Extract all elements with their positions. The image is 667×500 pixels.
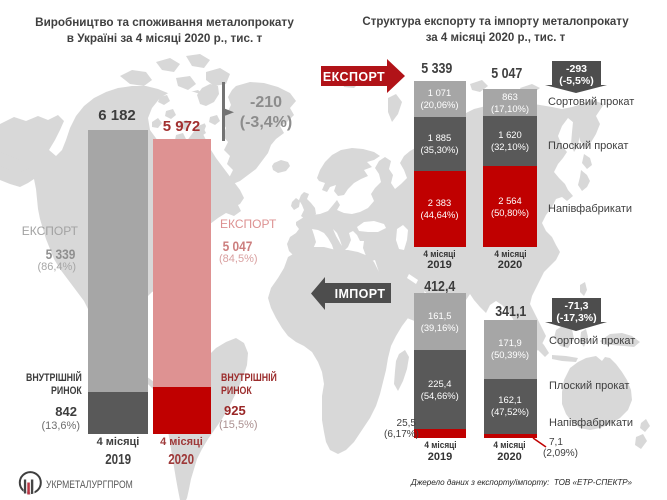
svg-text:-71,3: -71,3 [565,300,589,312]
svg-text:ЕКСПОРТ: ЕКСПОРТ [323,70,385,84]
svg-text:(-5,5%): (-5,5%) [559,75,593,87]
svg-text:(-17,3%): (-17,3%) [556,312,596,324]
svg-text:ІМПОРТ: ІМПОРТ [335,287,386,301]
svg-text:-293: -293 [566,63,587,75]
